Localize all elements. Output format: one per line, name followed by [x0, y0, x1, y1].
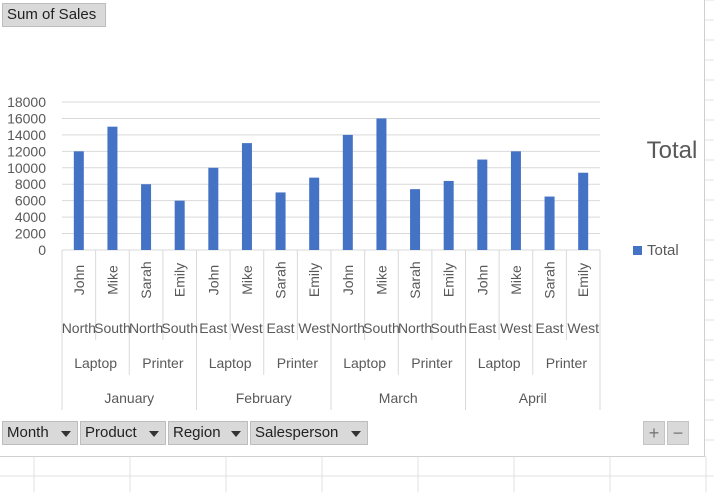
product-label: Laptop: [209, 355, 252, 371]
month-label: April: [519, 390, 547, 406]
chevron-down-icon: [351, 431, 361, 437]
product-label: Laptop: [478, 355, 521, 371]
month-label: February: [236, 390, 292, 406]
region-label: West: [298, 320, 330, 336]
minus-icon: −: [672, 423, 684, 443]
legend-label: Total: [647, 242, 679, 259]
bar: [73, 151, 84, 250]
axis-field-region-label: Region: [173, 424, 221, 441]
chart-title: Total: [647, 137, 698, 164]
value-field-button[interactable]: Sum of Sales: [2, 3, 106, 27]
bar: [410, 189, 421, 250]
axis-field-month[interactable]: Month: [2, 421, 78, 445]
region-label: West: [231, 320, 263, 336]
salesperson-label: John: [71, 265, 87, 295]
chevron-down-icon: [231, 431, 241, 437]
y-tick-label: 2000: [15, 226, 46, 242]
region-label: South: [363, 320, 400, 336]
product-label: Printer: [546, 355, 588, 371]
region-label: South: [94, 320, 131, 336]
bar: [578, 172, 589, 250]
salesperson-label: Sarah: [138, 261, 154, 298]
y-tick-label: 0: [38, 242, 46, 258]
region-label: East: [199, 320, 227, 336]
bar: [544, 196, 555, 250]
salesperson-label: Sarah: [542, 261, 558, 298]
axis-field-month-label: Month: [7, 424, 49, 441]
region-label: North: [331, 320, 365, 336]
chevron-down-icon: [61, 431, 71, 437]
bar: [443, 180, 454, 250]
region-label: East: [536, 320, 564, 336]
y-tick-label: 6000: [15, 193, 46, 209]
bar: [107, 126, 118, 250]
y-tick-label: 12000: [7, 143, 46, 159]
product-label: Laptop: [343, 355, 386, 371]
region-label: East: [468, 320, 496, 336]
axis-field-product[interactable]: Product: [80, 421, 166, 445]
salesperson-label: John: [340, 265, 356, 295]
salesperson-label: Mike: [239, 265, 255, 295]
region-label: West: [500, 320, 532, 336]
value-field-label: Sum of Sales: [7, 6, 97, 23]
region-label: West: [567, 320, 599, 336]
bar: [342, 134, 353, 250]
region-label: North: [129, 320, 163, 336]
bar: [174, 200, 185, 250]
month-label: January: [104, 390, 154, 406]
region-label: East: [267, 320, 295, 336]
bar: [275, 192, 286, 250]
y-axis-tick-labels: 0200040006000800010000120001400016000180…: [7, 94, 46, 258]
salesperson-label: Emily: [172, 263, 188, 297]
salesperson-label: Emily: [441, 263, 457, 297]
salesperson-label: Emily: [575, 263, 591, 297]
bar: [510, 151, 521, 250]
x-axis-categories: John North Mike South Sarah North Emily South Jo…: [61, 250, 601, 410]
bars: [73, 118, 589, 250]
bar: [376, 118, 387, 250]
product-label: Printer: [411, 355, 453, 371]
region-label: North: [62, 320, 96, 336]
y-tick-label: 14000: [7, 127, 46, 143]
product-label: Printer: [142, 355, 184, 371]
axis-field-salesperson[interactable]: Salesperson: [250, 421, 368, 445]
bar: [241, 143, 252, 250]
salesperson-label: Mike: [373, 265, 389, 295]
chevron-down-icon: [149, 431, 159, 437]
bar: [309, 177, 320, 250]
bar: [208, 167, 219, 250]
salesperson-label: Mike: [508, 265, 524, 295]
month-label: March: [379, 390, 418, 406]
salesperson-label: John: [205, 265, 221, 295]
product-label: Printer: [277, 355, 319, 371]
bar: [141, 184, 152, 250]
salesperson-label: Mike: [104, 265, 120, 295]
y-tick-label: 8000: [15, 176, 46, 192]
region-label: North: [398, 320, 432, 336]
axis-field-product-label: Product: [85, 424, 137, 441]
region-label: South: [161, 320, 198, 336]
y-tick-label: 10000: [7, 160, 46, 176]
bar: [477, 159, 488, 250]
region-label: South: [430, 320, 467, 336]
plus-icon: +: [648, 423, 660, 443]
y-tick-label: 4000: [15, 209, 46, 225]
y-tick-label: 18000: [7, 94, 46, 110]
product-label: Laptop: [74, 355, 117, 371]
salesperson-label: Emily: [306, 263, 322, 297]
legend-swatch: [633, 246, 642, 255]
axis-field-region[interactable]: Region: [168, 421, 248, 445]
y-tick-label: 16000: [7, 110, 46, 126]
salesperson-label: Sarah: [407, 261, 423, 298]
chart-canvas: 0200040006000800010000120001400016000180…: [7, 94, 698, 410]
expand-field-button[interactable]: +: [643, 421, 665, 445]
collapse-field-button[interactable]: −: [667, 421, 689, 445]
salesperson-label: Sarah: [273, 261, 289, 298]
axis-field-salesperson-label: Salesperson: [255, 424, 339, 441]
salesperson-label: John: [474, 265, 490, 295]
